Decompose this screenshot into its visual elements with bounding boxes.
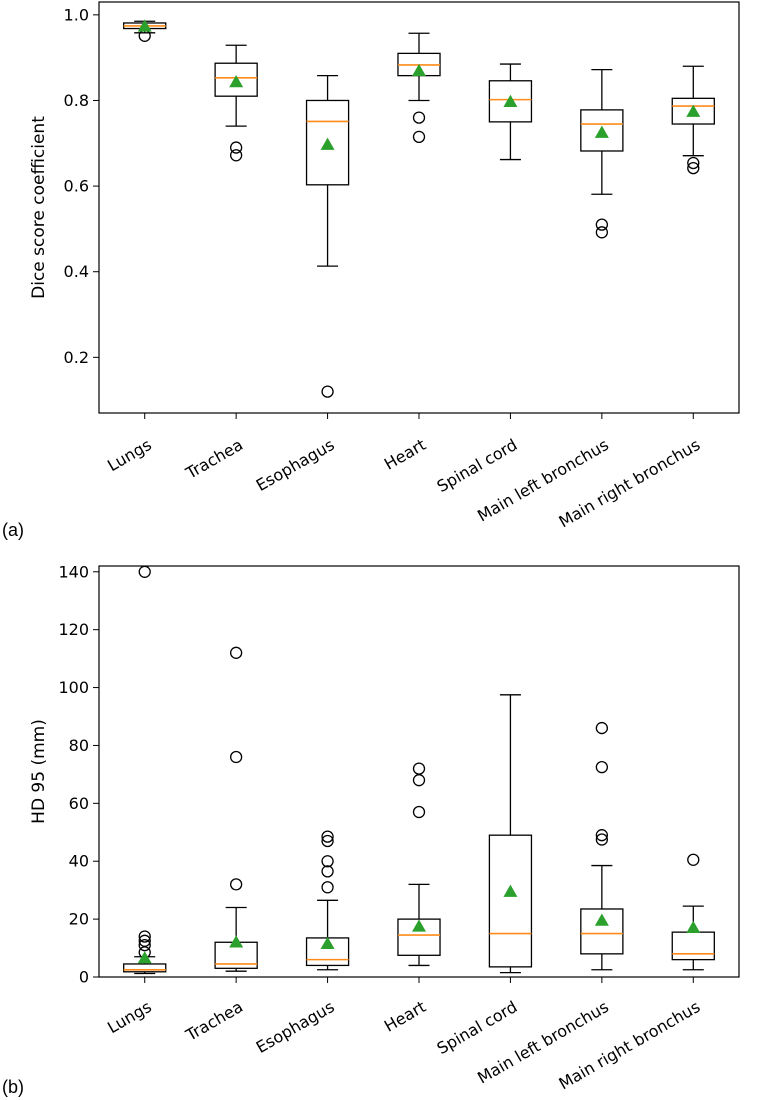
- box-main-left-bronchus: [580, 68, 624, 239]
- iqr-box: [580, 109, 624, 152]
- box-lungs: [123, 19, 167, 42]
- outlier-point: [138, 565, 151, 578]
- y-tick-label: 80: [69, 736, 89, 755]
- outlier-point: [687, 161, 700, 175]
- box-lungs: [123, 565, 167, 975]
- box-trachea: [214, 646, 258, 972]
- mean-marker: [412, 919, 426, 932]
- outlier-point: [412, 774, 426, 787]
- x-tick-label: Trachea: [182, 435, 246, 483]
- iqr-box: [214, 62, 258, 97]
- outlier-point: [229, 878, 243, 891]
- mean-marker: [594, 125, 609, 138]
- plot-frame: [98, 1, 740, 414]
- x-tick-label: Heart: [381, 997, 429, 1036]
- outlier-point: [595, 226, 609, 239]
- outlier-point: [412, 805, 426, 819]
- x-tick-label: Esophagus: [253, 435, 338, 495]
- x-tick-label: Spinal cord: [434, 997, 521, 1058]
- x-tick-label: Lungs: [104, 997, 155, 1037]
- box-spinal-cord: [488, 694, 533, 974]
- mean-marker: [503, 94, 518, 108]
- iqr-box: [671, 97, 715, 125]
- box-main-right-bronchus: [671, 65, 715, 175]
- y-tick-label: 40: [69, 852, 89, 871]
- y-tick-label: 1.0: [64, 5, 89, 24]
- box-spinal-cord: [488, 63, 533, 161]
- outlier-point: [412, 762, 426, 775]
- outlier-point: [687, 156, 700, 170]
- iqr-box: [397, 918, 441, 956]
- iqr-box: [488, 80, 533, 123]
- mean-marker: [686, 920, 701, 934]
- y-tick-label: 120: [58, 620, 89, 639]
- outlier-point: [321, 865, 334, 878]
- mean-marker: [229, 935, 244, 948]
- outlier-point: [229, 149, 243, 162]
- chart-panel-b: 0 20 40 60 80 100 120 140 HD 95 (mm) Lungs Trachea…: [2, 562, 740, 1097]
- iqr-box: [123, 963, 167, 973]
- iqr-box: [488, 834, 533, 968]
- outlier-point: [412, 111, 426, 124]
- box-trachea: [214, 44, 258, 162]
- y-tick-label: 0.6: [64, 177, 89, 196]
- panel-label: (a): [2, 520, 24, 540]
- mean-marker: [686, 104, 701, 117]
- panel-label: (b): [2, 1077, 24, 1097]
- mean-marker: [229, 75, 244, 88]
- outlier-point: [229, 646, 243, 659]
- outlier-point: [595, 829, 609, 842]
- x-tick-label: Lungs: [104, 435, 155, 475]
- outlier-point: [138, 939, 151, 952]
- y-tick-label: 0.2: [64, 348, 89, 367]
- x-tick-label: Esophagus: [253, 997, 338, 1057]
- outlier-point: [595, 218, 609, 231]
- y-tick-label: 140: [58, 562, 89, 581]
- mean-marker: [320, 137, 335, 150]
- box-heart: [397, 32, 441, 144]
- mean-marker: [137, 951, 152, 964]
- x-tick-label: Spinal cord: [434, 435, 521, 496]
- outlier-point: [321, 855, 334, 868]
- y-tick-label: 20: [69, 910, 89, 929]
- outlier-point: [138, 934, 151, 947]
- outlier-point: [687, 853, 700, 866]
- box-esophagus: [305, 830, 350, 971]
- iqr-box: [580, 908, 624, 955]
- outlier-point: [595, 833, 609, 846]
- mean-marker: [412, 63, 426, 77]
- outlier-point: [321, 830, 334, 843]
- mean-marker: [594, 913, 609, 926]
- box-heart: [397, 762, 441, 967]
- iqr-box: [671, 931, 715, 961]
- outlier-point: [138, 930, 151, 943]
- box-main-right-bronchus: [671, 853, 715, 971]
- outlier-point: [595, 761, 609, 774]
- y-tick-label: 0: [79, 968, 89, 987]
- y-tick-label: 60: [69, 794, 89, 813]
- outlier-point: [229, 750, 243, 764]
- mean-marker: [137, 19, 152, 32]
- y-tick-label: 0.4: [64, 262, 89, 281]
- iqr-box: [305, 99, 350, 186]
- outlier-point: [321, 385, 334, 398]
- outlier-point: [229, 141, 243, 154]
- x-tick-label: Trachea: [182, 997, 246, 1045]
- y-axis-label: HD 95 (mm): [29, 719, 49, 824]
- y-axis-label: Dice score coefficient: [29, 116, 49, 299]
- y-tick-label: 0.8: [64, 91, 89, 110]
- y-tick-label: 100: [58, 678, 89, 697]
- box-esophagus: [305, 74, 350, 398]
- mean-marker: [320, 936, 335, 949]
- outlier-point: [412, 130, 426, 144]
- box-main-left-bronchus: [580, 721, 624, 971]
- outlier-point: [321, 881, 334, 894]
- outlier-point: [321, 834, 334, 848]
- chart-panel-a: 0.2 0.4 0.6 0.8 1.0 Dice score coefficient Lun…: [2, 1, 740, 540]
- mean-marker: [503, 884, 518, 897]
- outlier-point: [595, 721, 609, 735]
- x-tick-label: Heart: [381, 435, 429, 474]
